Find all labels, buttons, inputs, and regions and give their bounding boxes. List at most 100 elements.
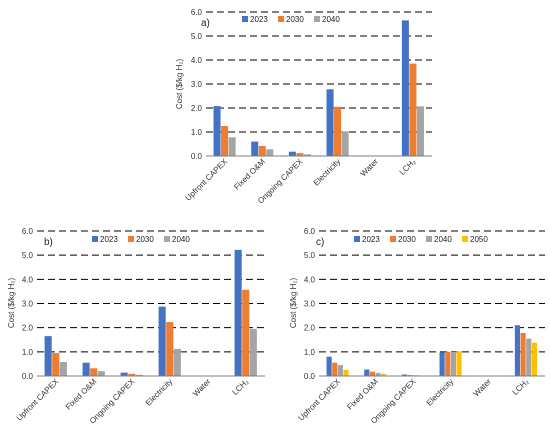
y-tick-label: 5.0	[191, 32, 203, 41]
bar-2040	[341, 131, 349, 156]
panel-label: c)	[316, 237, 324, 248]
bar-2030	[445, 351, 451, 376]
legend-label: 2023	[250, 15, 268, 24]
legend-swatch	[390, 236, 396, 242]
legend-label: 2030	[286, 15, 304, 24]
legend-label: 2023	[362, 235, 380, 244]
bar-2040	[416, 106, 424, 156]
bar-2030	[296, 153, 304, 156]
bar-2023	[158, 306, 166, 376]
gridlines	[206, 11, 432, 133]
legend-swatch	[242, 16, 248, 22]
bar-2030	[242, 289, 250, 376]
legend-swatch	[92, 236, 98, 242]
x-tick-label: Upfront CAPEX	[297, 377, 343, 423]
y-tick-label: 6.0	[304, 227, 316, 236]
legend-swatch	[278, 16, 284, 22]
y-axis-label: Cost ($/kg H₂)	[7, 278, 16, 329]
bar-2023	[234, 249, 242, 376]
bar-2040	[526, 338, 532, 376]
x-tick-label: Fixed O&M	[232, 157, 267, 192]
legend-swatch	[354, 236, 360, 242]
legend: 2023 2030 2040	[242, 15, 340, 24]
legend: 2023 2030 2040 2050	[354, 235, 488, 244]
bar-2023	[326, 356, 332, 376]
axes: 0.0 1.0 2.0 3.0 4.0 5.0 6.0 Upfront CAPEX Fixed …	[15, 227, 265, 426]
y-tick-label: 1.0	[191, 128, 203, 137]
x-tick-label: LCH₂	[511, 377, 531, 397]
gridlines	[37, 230, 265, 353]
bar-2030	[258, 145, 266, 156]
y-tick-label: 5.0	[22, 251, 34, 260]
legend-swatch	[462, 236, 468, 242]
bar-2030	[369, 371, 375, 376]
bar-2030	[90, 368, 98, 376]
bar-2023	[401, 374, 408, 376]
panel-label: a)	[201, 18, 210, 29]
bar-2050	[531, 342, 537, 376]
bar-2040	[249, 328, 257, 376]
chart-panel-a: Cost ($/kg H₂) a) 2023 2030 2040 0.0 1.0 2.0…	[175, 8, 432, 206]
bar-2040	[135, 374, 143, 376]
bar-2030	[128, 373, 136, 376]
bars	[213, 20, 424, 157]
x-tick-label: Water	[191, 377, 212, 398]
legend: 2023 2030 2040	[92, 235, 190, 244]
y-tick-label: 4.0	[22, 275, 34, 284]
bar-2040	[450, 353, 456, 376]
bar-2023	[326, 89, 334, 156]
y-tick-label: 4.0	[191, 56, 203, 65]
bar-2023	[401, 20, 409, 157]
bar-2040	[97, 371, 105, 376]
chart-panel-b: Cost ($/kg H₂) b) 2023 2030 2040 0.0 1.0 2.0…	[7, 227, 265, 426]
bar-2030	[52, 353, 60, 376]
bar-2023	[364, 369, 370, 376]
y-tick-label: 2.0	[304, 324, 316, 333]
bar-2040	[173, 348, 181, 376]
y-tick-label: 6.0	[22, 227, 34, 236]
bar-2030	[221, 126, 229, 156]
bar-2040	[337, 365, 343, 376]
y-tick-label: 3.0	[191, 80, 203, 89]
legend-label: 2040	[322, 15, 340, 24]
axes: 0.0 1.0 2.0 3.0 4.0 5.0 6.0 Upfront CAPEX Fixed …	[184, 8, 432, 206]
legend-label: 2030	[136, 235, 154, 244]
x-tick-label: LCH₂	[231, 377, 251, 397]
x-tick-label: Electricity	[144, 377, 175, 408]
bar-2030	[332, 362, 338, 376]
bar-2023	[120, 372, 128, 376]
y-tick-label: 4.0	[304, 275, 316, 284]
bar-2030	[166, 322, 174, 376]
y-tick-label: 2.0	[191, 104, 203, 113]
x-tick-label: LCH₂	[398, 157, 418, 177]
legend-swatch	[314, 16, 320, 22]
legend-swatch	[164, 236, 170, 242]
bar-2040	[266, 149, 274, 156]
x-tick-label: Upfront CAPEX	[15, 377, 61, 423]
legend-swatch	[426, 236, 432, 242]
x-tick-label: Water	[472, 377, 493, 398]
y-tick-label: 0.0	[304, 372, 316, 381]
bar-2023	[514, 325, 521, 376]
x-tick-label: Fixed O&M	[64, 377, 99, 412]
gridlines	[319, 230, 545, 353]
legend-label: 2050	[470, 235, 488, 244]
bar-2023	[251, 141, 259, 156]
bar-2050	[343, 369, 349, 376]
bar-2040	[303, 154, 311, 156]
bar-2040	[59, 361, 67, 376]
bar-2040	[228, 137, 236, 156]
bar-2030	[334, 106, 342, 156]
bar-2040	[375, 372, 381, 376]
bar-2023	[213, 106, 221, 156]
x-tick-label: Electricity	[312, 157, 343, 188]
bar-2050	[456, 351, 462, 376]
y-axis-label: Cost ($/kg H₂)	[175, 59, 184, 110]
legend-label: 2023	[100, 235, 118, 244]
bars	[44, 249, 257, 376]
x-tick-label: Fixed O&M	[345, 377, 380, 412]
y-axis-label: Cost ($/kg H₂)	[289, 278, 298, 329]
bar-2023	[44, 336, 52, 376]
bar-2023	[439, 352, 445, 376]
bars	[326, 325, 537, 376]
